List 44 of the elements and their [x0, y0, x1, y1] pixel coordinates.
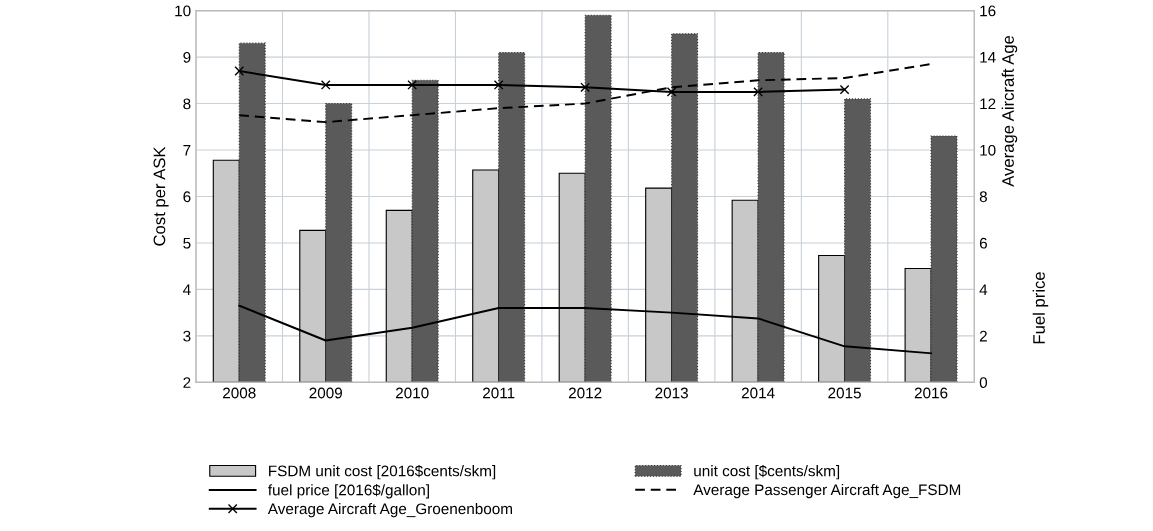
x-tick-label: 2016	[914, 387, 948, 399]
point	[666, 87, 677, 97]
y2-tick-label: 8	[979, 191, 987, 203]
point	[580, 82, 591, 93]
y-tick-label: 2	[183, 377, 191, 388]
legend-label: fuel price [2016$/gallon]	[268, 483, 429, 499]
x-tick-label: 2014	[741, 387, 775, 399]
y-tick-label: 10	[175, 5, 191, 17]
legend-label: unit cost [$cents/skm]	[694, 464, 840, 480]
text: Fuel price	[1032, 272, 1049, 344]
x-tick-label: 2011	[483, 387, 515, 399]
y-tick-label: 5	[183, 237, 191, 249]
y-tick-label: 3	[183, 330, 191, 342]
point	[234, 66, 245, 76]
x-tick-label: 2015	[828, 387, 861, 399]
y-tick-label: 9	[183, 51, 191, 63]
y2-tick-label: 0	[979, 377, 988, 389]
y2-tick-label: 10	[980, 144, 996, 156]
y-tick-label: 7	[183, 145, 191, 156]
legend-label: Average Passenger Aircraft Age_FSDM	[693, 483, 961, 499]
x-tick-label: 2010	[395, 387, 429, 399]
x-tick-label: 2009	[309, 387, 342, 399]
y-tick-label: 4	[183, 284, 191, 295]
point	[320, 80, 331, 90]
y2-tick-label: 12	[980, 98, 996, 110]
x-tick-label: 2012	[568, 387, 602, 399]
y2-tick-label: 14	[980, 52, 996, 63]
x-tick-label: 2008	[223, 387, 256, 399]
y-tick-label: 6	[183, 191, 191, 203]
legend-label: FSDM unit cost [2016$cents/skm]	[269, 464, 496, 480]
y2-tick-label: 2	[979, 330, 987, 342]
y2-tick-label: 4	[979, 284, 988, 295]
x-tick-label: 2013	[655, 387, 688, 399]
point	[493, 80, 504, 90]
y-tick-label: 8	[183, 98, 191, 110]
y2-axis-title: Average Aircraft Age	[1001, 35, 1018, 187]
point	[839, 84, 850, 95]
point	[753, 87, 763, 97]
y2-tick-label: 6	[979, 237, 987, 249]
point	[407, 80, 418, 90]
line-series	[238, 63, 933, 124]
y2-tick-label: 16	[980, 5, 996, 17]
y-axis-title: Cost per ASK	[153, 146, 169, 246]
legend-label: Average Aircraft Age_Groenenboom	[267, 503, 512, 518]
